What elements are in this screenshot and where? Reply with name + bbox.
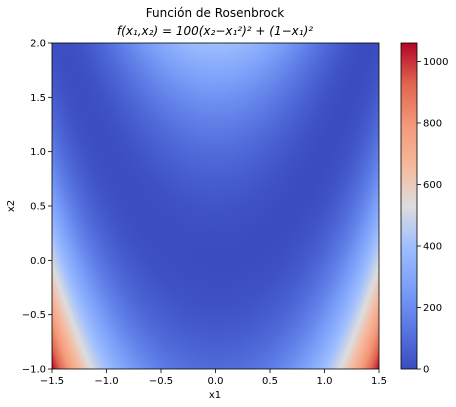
y-tick-label: 1.0 xyxy=(30,147,46,158)
x-tick-label: 0.0 xyxy=(208,376,224,387)
y-tick-label: −1.0 xyxy=(22,365,46,376)
colorbar-ticks: 0 200 400 600 800 1000 xyxy=(417,57,448,376)
x-axis-label: x1 xyxy=(209,390,221,401)
y-axis: −1.0 −0.5 0.0 0.5 1.0 1.5 2.0 xyxy=(22,39,52,376)
chart-subtitle: f(x₁,x₂) = 100(x₂−x₁²)² + (1−x₁)² xyxy=(117,24,313,38)
x-tick-label: 1.0 xyxy=(317,376,333,387)
heatmap-image xyxy=(52,43,379,369)
y-tick-label: 2.0 xyxy=(30,39,46,50)
colorbar-tick-label: 400 xyxy=(423,241,442,252)
y-tick-label: 0.0 xyxy=(30,256,46,267)
x-tick-label: −1.5 xyxy=(40,376,64,387)
colorbar-tick-label: 1000 xyxy=(423,57,448,68)
colorbar: 0 200 400 600 800 1000 xyxy=(401,43,448,376)
colorbar-tick-label: 800 xyxy=(423,118,442,129)
colorbar-gradient xyxy=(401,43,417,369)
x-tick-label: 0.5 xyxy=(262,376,278,387)
x-tick-label: 1.5 xyxy=(371,376,387,387)
y-tick-label: −0.5 xyxy=(22,310,46,321)
y-tick-label: 1.5 xyxy=(30,93,46,104)
y-tick-label: 0.5 xyxy=(30,202,46,213)
x-axis: −1.5 −1.0 −0.5 0.0 0.5 1.0 1.5 xyxy=(40,369,387,387)
x-tick-label: −0.5 xyxy=(149,376,173,387)
colorbar-tick-label: 0 xyxy=(423,365,429,376)
x-tick-label: −1.0 xyxy=(94,376,118,387)
plot-area xyxy=(52,43,379,369)
colorbar-tick-label: 600 xyxy=(423,180,442,191)
colorbar-tick-label: 200 xyxy=(423,303,442,314)
y-axis-label: x2 xyxy=(6,200,17,212)
chart-title: Función de Rosenbrock xyxy=(146,6,285,20)
